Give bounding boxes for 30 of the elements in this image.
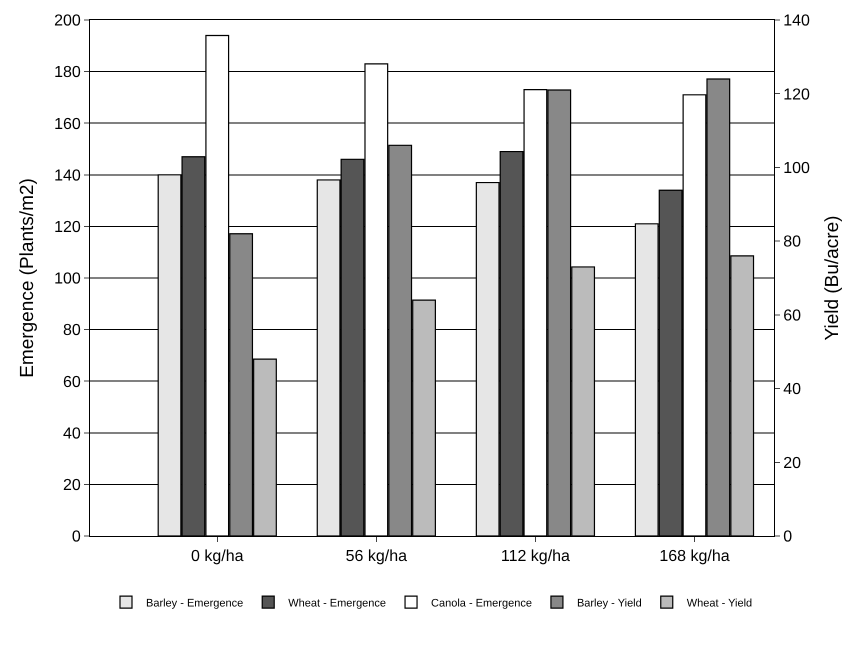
legend-label: Wheat - Yield	[686, 597, 752, 610]
y-tick-label: 160	[54, 116, 81, 133]
x-tick-label: 168 kg/ha	[659, 548, 730, 566]
y2-tick-label: 100	[783, 160, 810, 178]
y2-tick-label: 120	[783, 86, 810, 104]
y-tick-label: 200	[54, 12, 81, 30]
x-tick-label: 0 kg/ha	[191, 548, 244, 566]
y2-tick-label: 80	[783, 234, 802, 251]
y2-tick-label: 60	[783, 307, 802, 324]
legend-label: Wheat - Emergence	[288, 597, 386, 610]
legend-label: Barley - Yield	[576, 597, 642, 610]
legend-label: Barley - Emergence	[146, 597, 244, 610]
y-tick-label: 40	[63, 425, 81, 442]
y2-tick-label: 40	[783, 381, 802, 398]
y-tick-label: 0	[72, 528, 81, 546]
y-tick-label: 80	[63, 322, 81, 340]
y-tick-label: 100	[54, 270, 81, 288]
y2-tick-label: 0	[783, 528, 792, 546]
y-tick-label: 180	[54, 64, 81, 82]
x-tick-label: 56 kg/ha	[346, 548, 408, 566]
y-axis-title: Emergence (Plants/m2)	[16, 178, 38, 378]
x-tick-label: 112 kg/ha	[500, 548, 570, 566]
y2-axis-title: Yield (Bu/acre)	[822, 216, 843, 340]
legend-label: Canola - Emergence	[431, 597, 532, 610]
y-tick-label: 120	[54, 219, 81, 236]
y-tick-label: 20	[63, 477, 81, 494]
y2-tick-label: 20	[783, 454, 802, 472]
y-tick-label: 140	[54, 167, 81, 184]
y2-tick-label: 140	[783, 12, 810, 30]
y-tick-label: 60	[63, 374, 81, 391]
